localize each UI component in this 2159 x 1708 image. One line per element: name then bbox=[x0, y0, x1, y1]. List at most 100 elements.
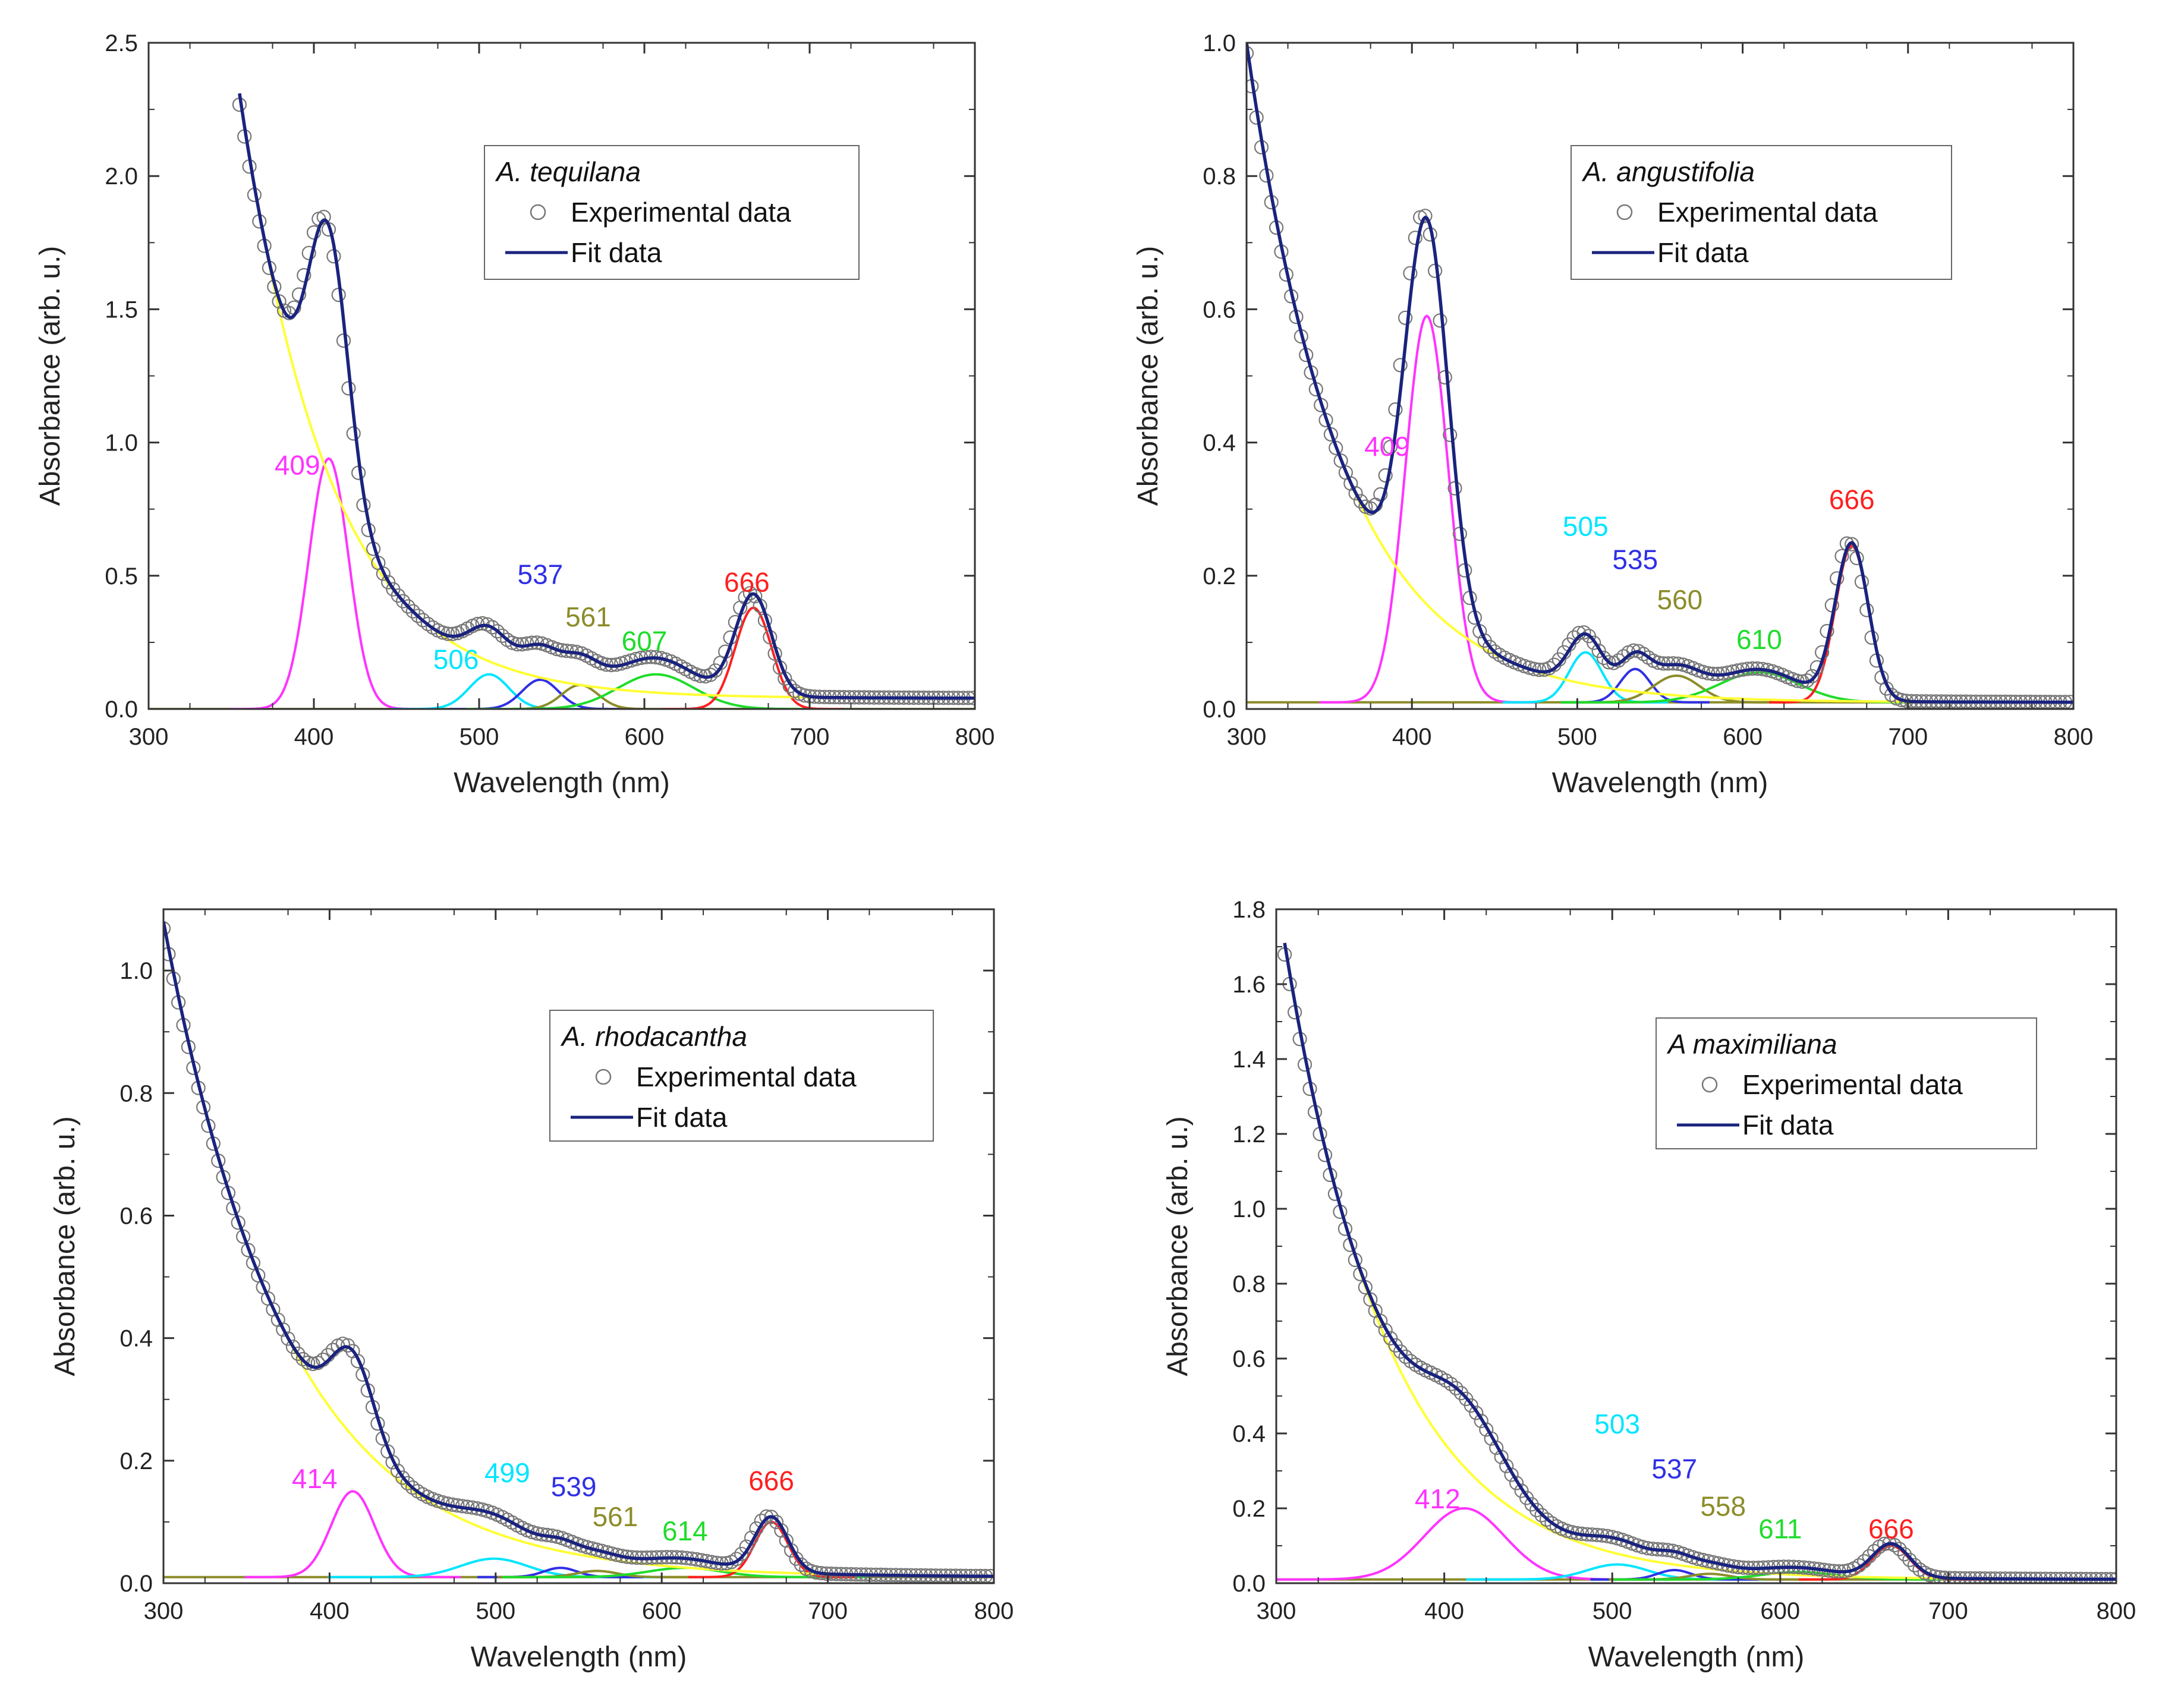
legend: A. angustifolia Experimental data Fit data bbox=[1571, 145, 1952, 280]
data-point bbox=[350, 1354, 366, 1369]
y-tick-label: 1.0 bbox=[1232, 1196, 1266, 1222]
data-point bbox=[1845, 537, 1859, 552]
y-axis-title: Absorbance (arb. u.) bbox=[34, 246, 66, 506]
peak-curve-414 bbox=[244, 1490, 461, 1578]
y-tick-label: 0.0 bbox=[1203, 697, 1236, 723]
legend-box bbox=[1656, 1017, 2037, 1149]
data-point bbox=[1695, 664, 1710, 679]
data-point bbox=[1862, 1549, 1877, 1564]
data-point bbox=[1626, 643, 1641, 658]
peak-label-607: 607 bbox=[622, 625, 668, 656]
x-tick-label: 300 bbox=[1257, 1598, 1296, 1624]
legend-experimental-label: Experimental data bbox=[1742, 1069, 1963, 1100]
x-tick-label: 800 bbox=[974, 1598, 1014, 1624]
data-point bbox=[1636, 647, 1651, 661]
y-axis-title: Absorbance (arb. u.) bbox=[1162, 1116, 1194, 1376]
data-point bbox=[401, 599, 416, 614]
peak-label-614: 614 bbox=[662, 1515, 708, 1546]
data-point bbox=[405, 1480, 420, 1495]
legend-box bbox=[484, 145, 860, 280]
legend-fit-label: Fit data bbox=[1742, 1110, 1834, 1140]
peak-label-537: 537 bbox=[1651, 1454, 1697, 1485]
data-point bbox=[1348, 486, 1363, 501]
y-axis-title: Absorbance (arb. u.) bbox=[49, 1116, 81, 1376]
data-point bbox=[405, 604, 420, 619]
legend-title: A. tequilana bbox=[495, 156, 641, 187]
peak-label-610: 610 bbox=[1736, 624, 1782, 655]
x-tick-label: 700 bbox=[808, 1598, 848, 1624]
peak-label-409: 409 bbox=[1364, 431, 1410, 462]
peak-curve-409 bbox=[229, 457, 428, 709]
data-point bbox=[301, 245, 316, 260]
peak-label-561: 561 bbox=[593, 1501, 638, 1532]
x-tick-label: 300 bbox=[1227, 724, 1267, 750]
y-axis-title: Absorbance (arb. u.) bbox=[1132, 246, 1164, 506]
peak-label-666: 666 bbox=[724, 567, 770, 598]
data-point bbox=[764, 1510, 779, 1524]
data-point bbox=[341, 381, 356, 396]
fit-curve bbox=[163, 921, 994, 1578]
y-tick-label: 2.5 bbox=[105, 30, 138, 56]
x-tick-label: 500 bbox=[460, 724, 499, 750]
data-point bbox=[1651, 655, 1666, 670]
y-tick-label: 0.2 bbox=[1203, 563, 1236, 590]
peak-label-505: 505 bbox=[1563, 511, 1609, 542]
peak-label-535: 535 bbox=[1612, 544, 1658, 575]
data-point bbox=[1539, 1512, 1554, 1527]
data-point bbox=[509, 636, 525, 652]
data-point bbox=[794, 1557, 809, 1572]
data-point bbox=[1534, 1508, 1549, 1523]
y-tick-label: 1.0 bbox=[119, 958, 153, 984]
data-point bbox=[1388, 402, 1403, 417]
data-point bbox=[1867, 1544, 1882, 1559]
plot-area bbox=[163, 921, 994, 1583]
legend-experimental-label: Experimental data bbox=[571, 197, 791, 228]
data-point bbox=[1383, 439, 1398, 455]
y-tick-label: 1.0 bbox=[105, 430, 138, 456]
legend-marker-icon bbox=[595, 1069, 612, 1085]
peak-curve-412 bbox=[1276, 1507, 1666, 1581]
x-tick-label: 500 bbox=[476, 1598, 515, 1624]
x-tick-label: 400 bbox=[1392, 724, 1432, 750]
data-point bbox=[1482, 639, 1497, 654]
data-point bbox=[549, 641, 564, 657]
x-tick-label: 700 bbox=[790, 724, 830, 750]
x-axis-title: Wavelength (nm) bbox=[471, 1641, 687, 1673]
fit-curve bbox=[238, 93, 975, 700]
y-tick-label: 0.8 bbox=[1232, 1271, 1266, 1297]
peak-label-506: 506 bbox=[433, 644, 479, 675]
peak-curve-409 bbox=[1319, 314, 1535, 704]
x-tick-label: 400 bbox=[1424, 1598, 1464, 1624]
data-point bbox=[410, 609, 426, 623]
data-point bbox=[1601, 655, 1616, 670]
chart-panel-angustifolia: 300 400 500 600 700 800 0.0 0.2 0.4 0.6 0.8 1.0 Wave… bbox=[1132, 30, 2093, 799]
y-tick-label: 0.0 bbox=[119, 1571, 153, 1597]
data-point bbox=[1591, 643, 1606, 658]
data-point bbox=[782, 679, 797, 694]
data-point bbox=[1691, 1551, 1705, 1566]
chart-panel-tequilana: 300 400 500 600 700 800 0.0 0.5 1.0 1.5 2.0 2.5 Wave… bbox=[34, 30, 994, 799]
data-point bbox=[1333, 453, 1348, 468]
y-tick-label: 0.6 bbox=[119, 1203, 153, 1229]
peak-label-561: 561 bbox=[565, 601, 611, 632]
y-tick-label: 1.4 bbox=[1232, 1047, 1266, 1073]
data-point bbox=[416, 613, 430, 628]
x-tick-label: 600 bbox=[1760, 1598, 1800, 1624]
data-point bbox=[580, 1540, 594, 1555]
data-point bbox=[708, 663, 723, 678]
data-point bbox=[1469, 1406, 1484, 1420]
data-point bbox=[1398, 310, 1413, 325]
data-point bbox=[1343, 476, 1358, 491]
x-tick-label: 500 bbox=[1593, 1598, 1632, 1624]
x-tick-label: 700 bbox=[1928, 1598, 1968, 1624]
data-point bbox=[1378, 468, 1393, 483]
plot-area bbox=[1247, 43, 2073, 709]
y-tick-label: 0.4 bbox=[1232, 1421, 1266, 1447]
data-point bbox=[1494, 1449, 1509, 1464]
data-point bbox=[734, 1546, 749, 1561]
legend-title: A. rhodacantha bbox=[560, 1021, 747, 1052]
data-point bbox=[1437, 370, 1452, 385]
data-point bbox=[400, 1476, 415, 1490]
x-tick-label: 500 bbox=[1557, 724, 1597, 750]
